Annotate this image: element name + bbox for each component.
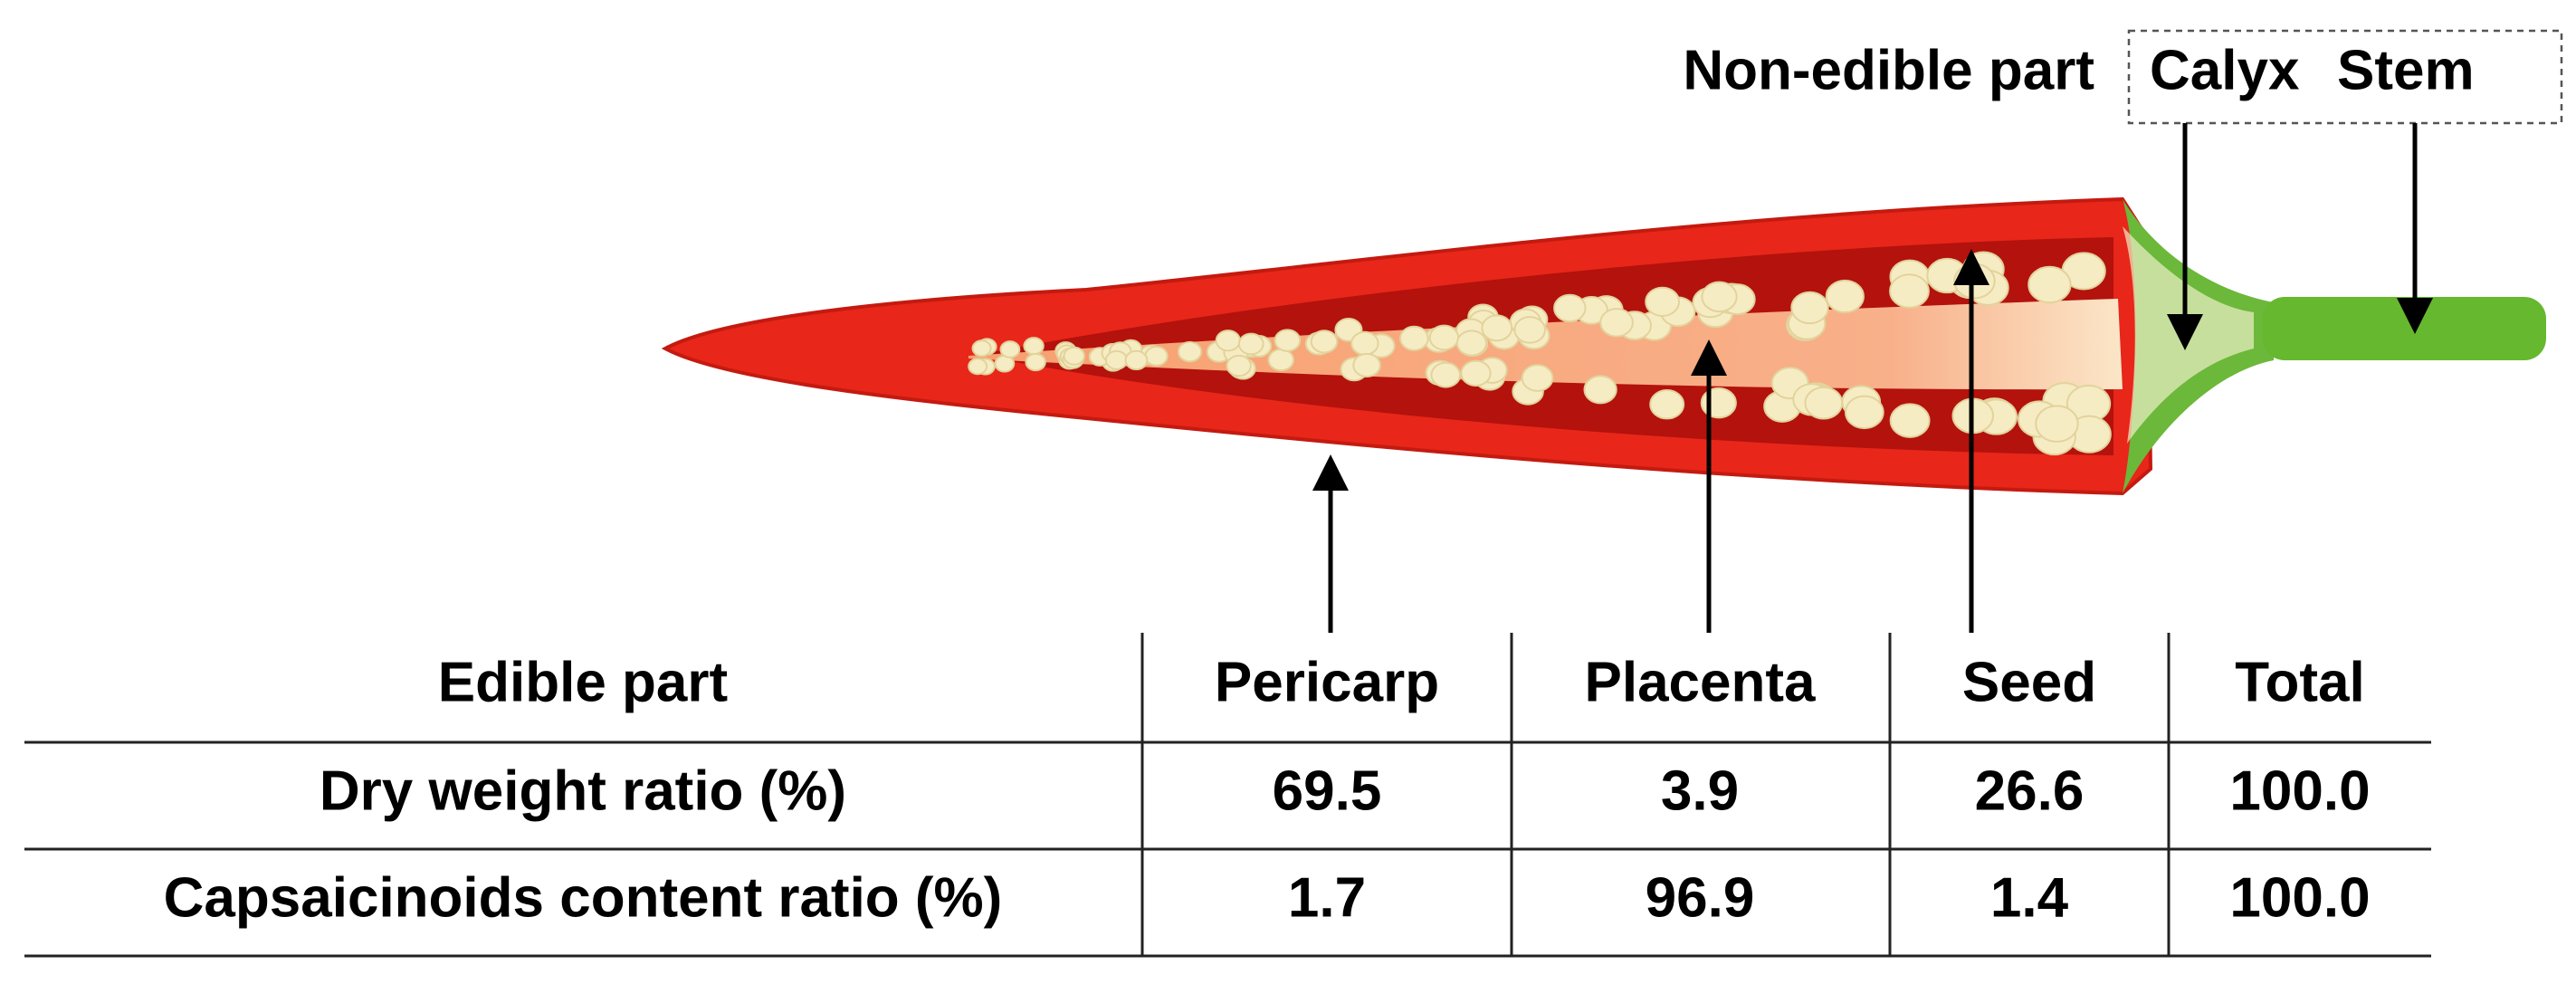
seed-shape — [1274, 329, 1302, 352]
seed-shape — [2035, 405, 2079, 443]
row-label: Capsaicinoids content ratio (%) — [164, 866, 1003, 929]
value-cell: 1.4 — [1990, 866, 2069, 929]
table-grid — [24, 633, 2431, 958]
seed-shape — [1226, 354, 1252, 377]
seed-shape — [1460, 359, 1492, 387]
seed-shape — [1599, 308, 1634, 338]
seed-shape — [1700, 387, 1737, 419]
value-cell: 100.0 — [2229, 866, 2370, 929]
seed-shape — [1844, 395, 1884, 430]
seed-shape — [1481, 314, 1513, 342]
seed-shape — [1553, 293, 1587, 323]
header-cell: Placenta — [1584, 651, 1816, 713]
value-cell: 1.7 — [1288, 866, 1366, 929]
seed-shape — [1455, 330, 1487, 357]
pepper — [661, 196, 2546, 496]
seed-shape — [1583, 375, 1617, 405]
value-cell: 3.9 — [1661, 759, 1739, 822]
header-cell: Pericarp — [1215, 651, 1439, 713]
seed-shape — [1790, 291, 1829, 325]
calyx-label: Calyx — [2150, 39, 2300, 101]
seed-shape — [1063, 346, 1085, 366]
seed-shape — [1889, 403, 1931, 438]
seed-shape — [971, 339, 992, 358]
seeds — [968, 251, 2112, 456]
non-edible-label: Non-edible part — [1683, 39, 2094, 101]
seed-shape — [1023, 337, 1045, 356]
seed-shape — [1310, 330, 1339, 354]
seed-shape — [1177, 340, 1203, 363]
seed-shape — [1025, 352, 1046, 372]
seed-shape — [1645, 286, 1681, 317]
seed-shape — [1350, 330, 1379, 356]
header-cell: Total — [2235, 651, 2365, 713]
value-cell: 100.0 — [2229, 759, 2370, 822]
header-cell: Edible part — [438, 651, 728, 713]
non-edible-box — [2127, 29, 2563, 125]
seed-shape — [1104, 349, 1129, 370]
seed-shape — [1513, 316, 1546, 344]
seed-shape — [1215, 330, 1241, 352]
table: Edible part Pericarp Placenta Seed Total Dry … — [164, 651, 2371, 929]
seed-shape — [1430, 361, 1461, 388]
seed-shape — [968, 358, 988, 376]
header-cell: Seed — [1962, 651, 2096, 713]
seed-shape — [1953, 263, 1996, 300]
seed-shape — [1398, 325, 1429, 351]
value-cell: 26.6 — [1975, 759, 2085, 822]
seed-shape — [1701, 281, 1738, 313]
seed-shape — [999, 340, 1021, 358]
value-cell: 96.9 — [1646, 866, 1755, 929]
seed-shape — [1825, 279, 1865, 314]
calyx-light — [2123, 226, 2254, 444]
seed-shape — [1521, 364, 1554, 392]
seed-shape — [1267, 348, 1294, 372]
seed-shape — [1237, 332, 1264, 356]
seed-shape — [1889, 273, 1930, 309]
stem-label: Stem — [2337, 39, 2475, 101]
seed-shape — [1428, 324, 1460, 351]
seed-shape — [2027, 265, 2072, 304]
row-label: Dry weight ratio (%) — [320, 759, 846, 822]
seed-shape — [1804, 386, 1844, 420]
seed-shape — [1352, 352, 1381, 378]
value-cell: 69.5 — [1273, 759, 1382, 822]
seed-shape — [1144, 346, 1169, 367]
seed-shape — [1649, 389, 1685, 420]
seed-shape — [1124, 349, 1149, 371]
stem-shape — [2263, 297, 2546, 360]
